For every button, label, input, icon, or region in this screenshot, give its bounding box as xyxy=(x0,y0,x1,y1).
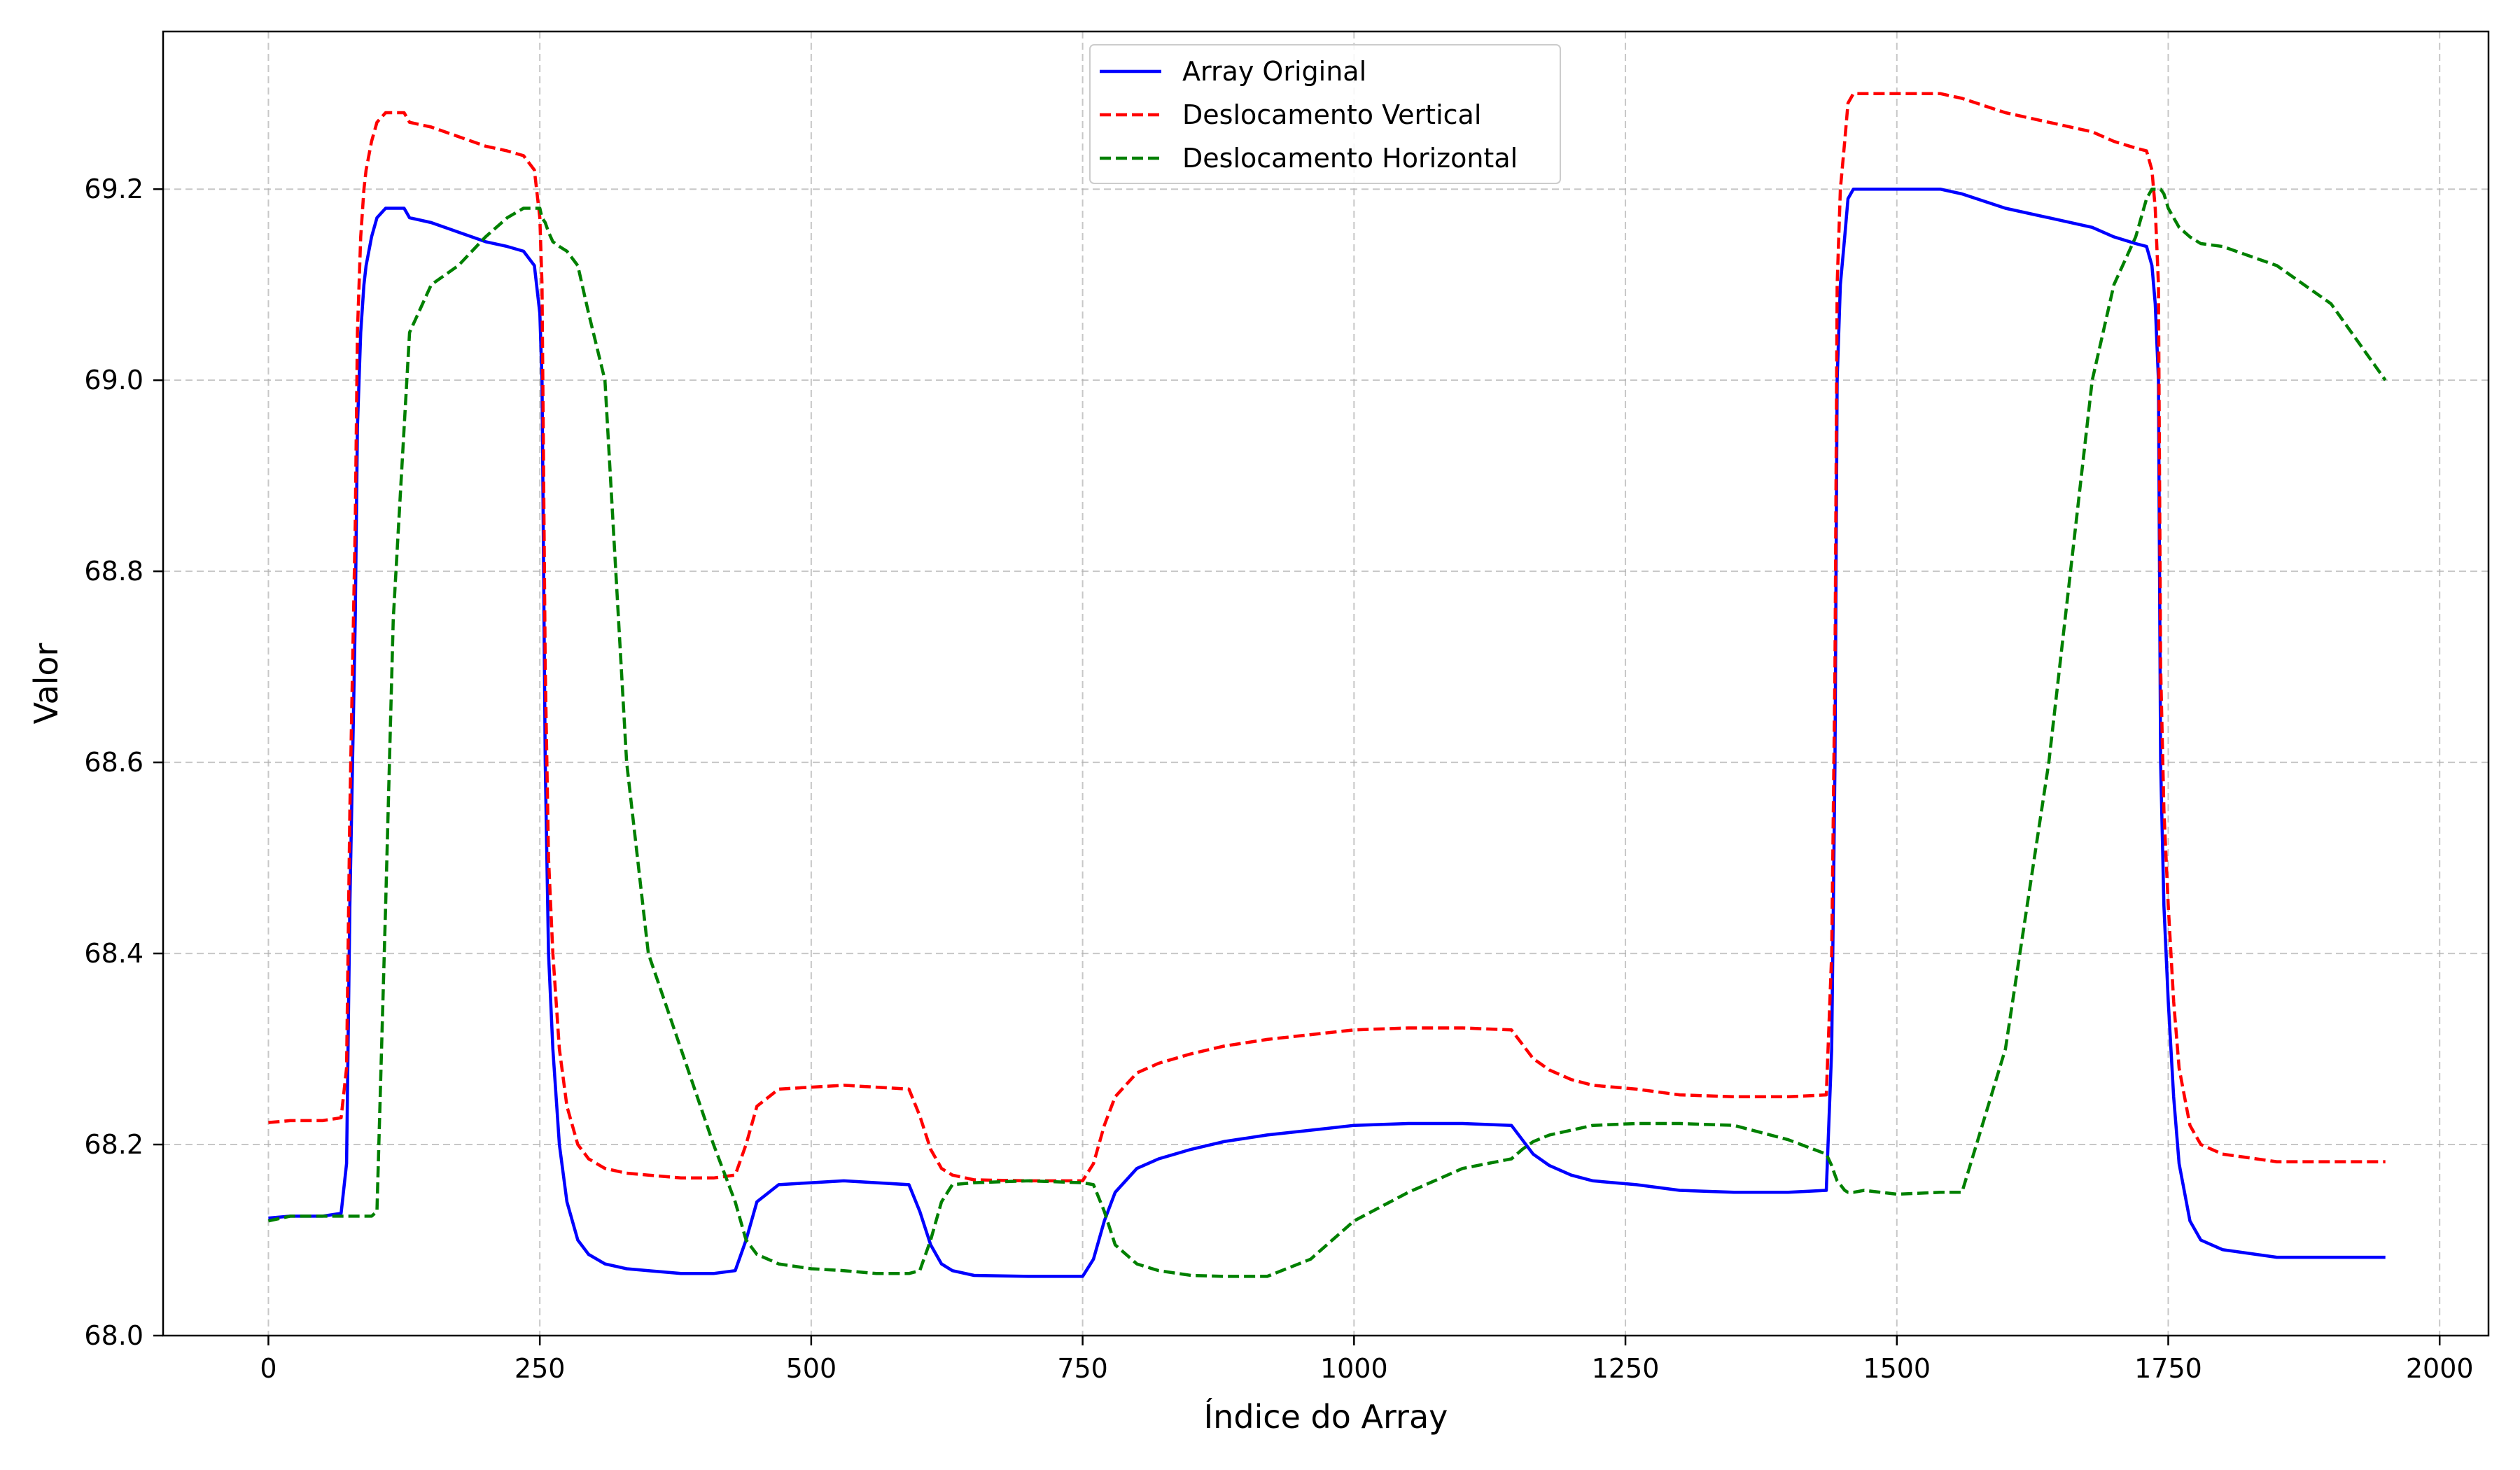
x-tick-label: 750 xyxy=(1057,1353,1108,1384)
y-tick-label: 69.0 xyxy=(84,365,144,396)
grid xyxy=(163,31,2488,1336)
x-tick-label: 1750 xyxy=(2134,1353,2202,1384)
legend-label-2: Deslocamento Vertical xyxy=(1182,99,1481,130)
x-tick-label: 2000 xyxy=(2406,1353,2474,1384)
y-tick-label: 68.2 xyxy=(84,1129,144,1160)
x-tick-label: 250 xyxy=(514,1353,566,1384)
axis-ticks: 0 250 500 750 1000 1250 1500 1750 2000 68.0 68.2 68… xyxy=(84,174,2473,1384)
x-tick-label: 1000 xyxy=(1320,1353,1388,1384)
x-tick-label: 1250 xyxy=(1592,1353,1660,1384)
series-line-1 xyxy=(268,187,2386,1278)
x-axis-label: Índice do Array xyxy=(1204,1398,1448,1436)
legend-box xyxy=(1089,44,1561,184)
plot-frame xyxy=(162,30,2490,1337)
plot-lines xyxy=(267,92,2387,1278)
series-line-3 xyxy=(267,187,2387,1278)
x-tick-label: 0 xyxy=(260,1353,276,1384)
y-tick-label: 68.0 xyxy=(84,1320,144,1351)
y-tick-label: 68.4 xyxy=(84,938,144,969)
y-axis-label: Valor xyxy=(27,643,65,724)
legend-label-1: Array Original xyxy=(1182,56,1366,87)
legend: Array Original Deslocamento Vertical Deslo… xyxy=(1089,44,1561,184)
y-tick-label: 68.6 xyxy=(84,747,144,778)
x-tick-label: 500 xyxy=(786,1353,837,1384)
y-tick-label: 68.8 xyxy=(84,556,144,587)
legend-label-3: Deslocamento Horizontal xyxy=(1182,143,1518,174)
x-tick-label: 1500 xyxy=(1863,1353,1931,1384)
series-line-2 xyxy=(268,92,2386,1183)
y-tick-label: 69.2 xyxy=(84,174,144,204)
